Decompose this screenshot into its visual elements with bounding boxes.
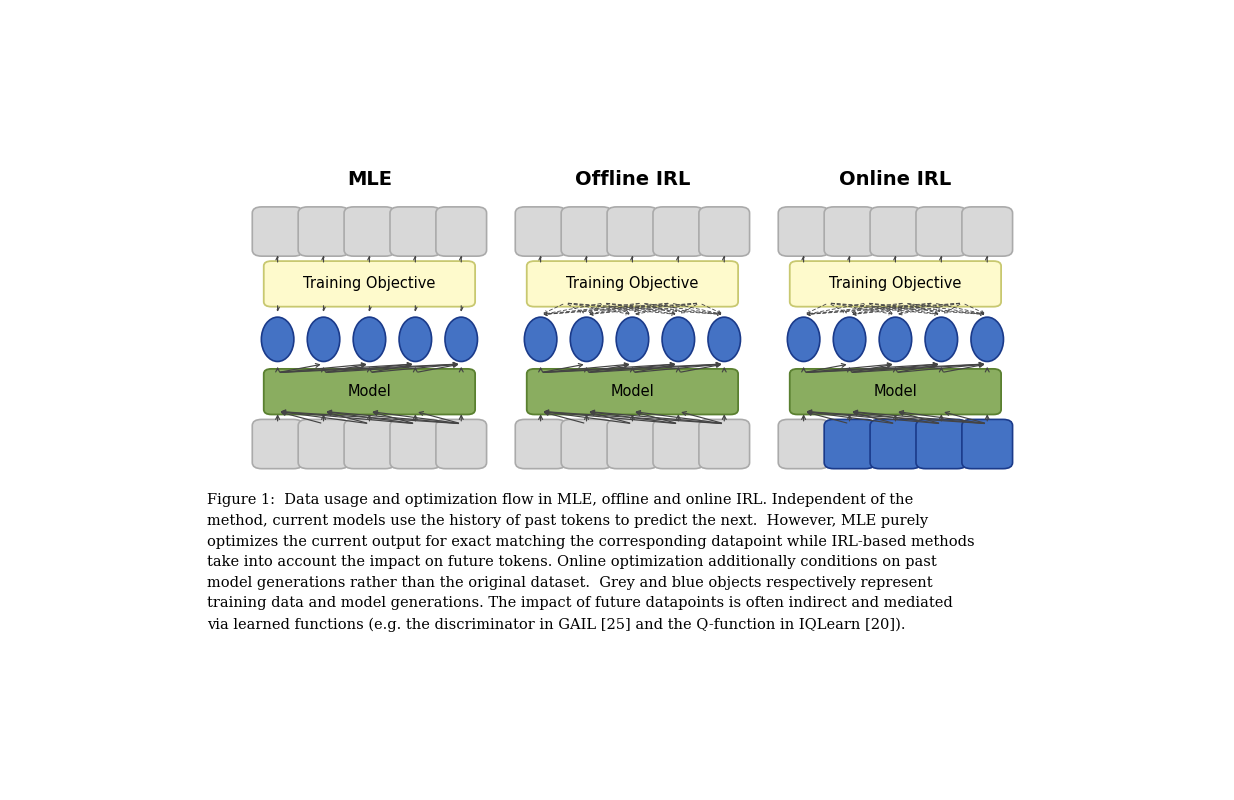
Ellipse shape: [307, 317, 339, 362]
Text: Model: Model: [874, 384, 917, 399]
Ellipse shape: [262, 317, 294, 362]
Ellipse shape: [971, 317, 1003, 362]
FancyBboxPatch shape: [252, 207, 304, 256]
FancyBboxPatch shape: [299, 207, 349, 256]
FancyBboxPatch shape: [824, 207, 875, 256]
FancyBboxPatch shape: [607, 207, 658, 256]
Ellipse shape: [708, 317, 740, 362]
Text: Training Objective: Training Objective: [566, 276, 698, 291]
Ellipse shape: [524, 317, 557, 362]
FancyBboxPatch shape: [299, 419, 349, 469]
FancyBboxPatch shape: [516, 207, 566, 256]
FancyBboxPatch shape: [527, 369, 738, 414]
FancyBboxPatch shape: [698, 207, 749, 256]
FancyBboxPatch shape: [916, 419, 966, 469]
Ellipse shape: [833, 317, 866, 362]
FancyBboxPatch shape: [653, 419, 703, 469]
Text: Offline IRL: Offline IRL: [575, 170, 690, 189]
Ellipse shape: [353, 317, 386, 362]
Ellipse shape: [445, 317, 478, 362]
Ellipse shape: [570, 317, 602, 362]
Text: Model: Model: [611, 384, 654, 399]
FancyBboxPatch shape: [790, 369, 1001, 414]
FancyBboxPatch shape: [561, 419, 612, 469]
Text: Online IRL: Online IRL: [839, 170, 951, 189]
FancyBboxPatch shape: [916, 207, 966, 256]
FancyBboxPatch shape: [436, 207, 486, 256]
FancyBboxPatch shape: [390, 207, 441, 256]
Text: Training Objective: Training Objective: [829, 276, 961, 291]
Text: Training Objective: Training Objective: [304, 276, 436, 291]
FancyBboxPatch shape: [516, 419, 566, 469]
Ellipse shape: [879, 317, 912, 362]
FancyBboxPatch shape: [561, 207, 612, 256]
FancyBboxPatch shape: [790, 261, 1001, 306]
Text: Figure 1:  Data usage and optimization flow in MLE, offline and online IRL. Inde: Figure 1: Data usage and optimization fl…: [207, 494, 975, 631]
FancyBboxPatch shape: [653, 207, 703, 256]
FancyBboxPatch shape: [344, 207, 395, 256]
Ellipse shape: [926, 317, 958, 362]
FancyBboxPatch shape: [824, 419, 875, 469]
FancyBboxPatch shape: [264, 369, 475, 414]
Ellipse shape: [399, 317, 432, 362]
FancyBboxPatch shape: [961, 207, 1013, 256]
Text: Model: Model: [348, 384, 391, 399]
Text: MLE: MLE: [347, 170, 392, 189]
FancyBboxPatch shape: [870, 419, 921, 469]
FancyBboxPatch shape: [779, 207, 829, 256]
FancyBboxPatch shape: [527, 261, 738, 306]
FancyBboxPatch shape: [961, 419, 1013, 469]
FancyBboxPatch shape: [390, 419, 441, 469]
FancyBboxPatch shape: [436, 419, 486, 469]
FancyBboxPatch shape: [264, 261, 475, 306]
FancyBboxPatch shape: [779, 419, 829, 469]
FancyBboxPatch shape: [344, 419, 395, 469]
Ellipse shape: [616, 317, 649, 362]
FancyBboxPatch shape: [698, 419, 749, 469]
Ellipse shape: [663, 317, 695, 362]
FancyBboxPatch shape: [870, 207, 921, 256]
FancyBboxPatch shape: [252, 419, 304, 469]
Ellipse shape: [787, 317, 819, 362]
FancyBboxPatch shape: [607, 419, 658, 469]
